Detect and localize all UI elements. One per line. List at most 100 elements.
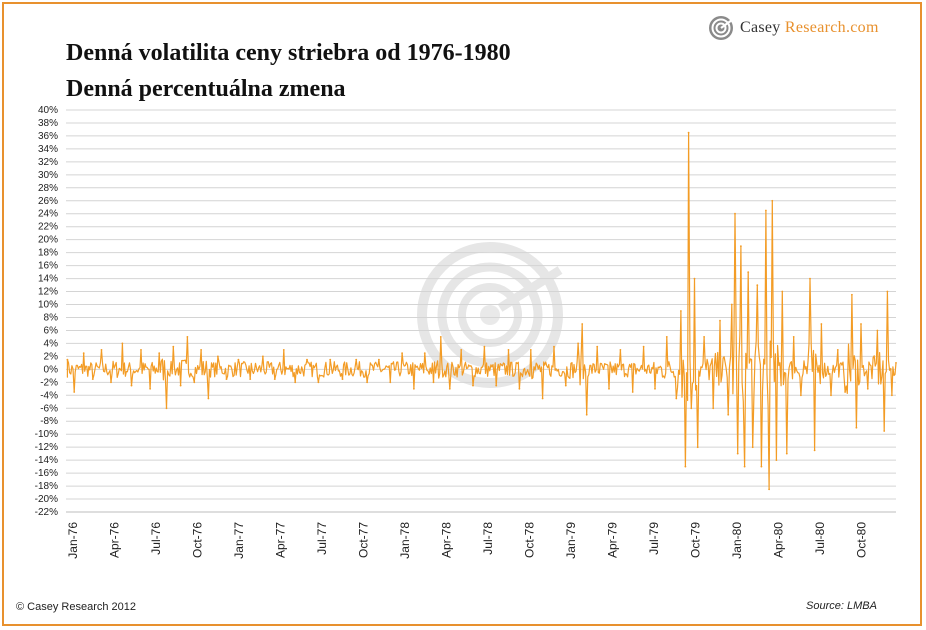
- series-point: [775, 459, 778, 461]
- series-point: [768, 488, 770, 491]
- y-tick-label: 12%: [38, 287, 58, 298]
- y-tick-label: 26%: [38, 196, 58, 207]
- series-point: [507, 349, 510, 351]
- series-point: [472, 384, 474, 387]
- series-point: [608, 387, 610, 390]
- series-point: [781, 290, 784, 293]
- y-tick-label: 34%: [38, 144, 58, 155]
- y-tick-label: 22%: [38, 222, 58, 233]
- series-point: [830, 394, 832, 397]
- series-point: [495, 384, 498, 387]
- y-tick-label: 8%: [44, 312, 59, 323]
- y-tick-label: 10%: [38, 300, 58, 311]
- series-point: [237, 358, 240, 361]
- series-point: [886, 290, 889, 293]
- x-tick-label: Oct-79: [689, 522, 703, 558]
- series-point: [680, 310, 682, 312]
- series-point: [306, 358, 308, 361]
- series-point: [743, 465, 746, 468]
- x-tick-label: Apr-80: [772, 522, 786, 558]
- y-tick-label: 16%: [38, 261, 58, 272]
- y-tick-label: -8%: [40, 416, 58, 427]
- series-point: [727, 413, 730, 416]
- series-point: [883, 430, 886, 432]
- series-point: [585, 413, 588, 416]
- series-point: [460, 349, 463, 351]
- series-point: [703, 336, 705, 338]
- series-point: [756, 284, 759, 286]
- series-point: [581, 323, 584, 325]
- series-point: [439, 336, 442, 338]
- y-tick-label: 2%: [44, 351, 59, 362]
- x-tick-label: Jan-77: [232, 522, 246, 559]
- series-point: [564, 384, 567, 387]
- x-tick-label: Apr-78: [440, 522, 454, 558]
- logo-word-research: Research.com: [780, 19, 879, 36]
- x-tick-label: Jul-78: [481, 522, 495, 555]
- series-point: [855, 426, 858, 429]
- series-point: [366, 381, 368, 384]
- series-point: [631, 391, 634, 393]
- series-point: [866, 387, 869, 390]
- series-point: [66, 358, 69, 361]
- x-tick-label: Jan-78: [398, 522, 412, 559]
- series-point: [225, 378, 228, 380]
- series-point: [401, 352, 403, 354]
- x-tick-label: Jan-76: [66, 522, 80, 559]
- series-point: [207, 397, 210, 400]
- series-point: [820, 323, 823, 325]
- series-point: [809, 277, 811, 280]
- series-point: [734, 212, 736, 215]
- series-point: [687, 131, 690, 134]
- series-point: [553, 345, 555, 348]
- casey-research-swirl-icon: [709, 16, 733, 40]
- series-point: [860, 323, 862, 325]
- series-point: [179, 384, 182, 387]
- series-point: [696, 446, 699, 449]
- series-point: [389, 381, 392, 384]
- y-tick-label: 0%: [44, 364, 59, 375]
- series-point: [317, 381, 320, 384]
- y-tick-label: 38%: [38, 118, 58, 129]
- x-tick-label: Apr-79: [606, 522, 620, 558]
- x-tick-label: Oct-78: [523, 522, 537, 558]
- series-point: [282, 349, 285, 351]
- y-tick-label: -14%: [35, 455, 58, 466]
- series-point: [273, 378, 276, 380]
- series-point: [73, 391, 76, 393]
- series-point: [193, 381, 196, 384]
- series-point: [751, 446, 754, 449]
- y-tick-label: 32%: [38, 157, 58, 168]
- series-point: [800, 394, 802, 397]
- series-point: [140, 349, 142, 351]
- series-point: [158, 352, 161, 354]
- series-line: [66, 132, 897, 490]
- x-axis-tick-labels: Jan-76 Apr-76 Jul-76 Oct-76 Jan-77 Apr-77 Jul-…: [66, 522, 869, 559]
- series-point: [355, 358, 358, 361]
- series-point: [876, 329, 879, 332]
- series-point: [249, 378, 252, 380]
- x-tick-label: Apr-77: [274, 522, 288, 558]
- casey-research-logo: Casey Research.com: [708, 14, 879, 42]
- logo-word-casey: Casey: [740, 19, 781, 36]
- series-point: [413, 387, 415, 390]
- series-point: [596, 345, 599, 348]
- series-point: [665, 336, 668, 338]
- y-tick-label: -16%: [35, 468, 58, 479]
- series-point: [217, 355, 219, 358]
- y-tick-label: 6%: [44, 325, 59, 336]
- series-point: [82, 352, 85, 354]
- series-point: [792, 336, 795, 338]
- series-point: [642, 345, 645, 348]
- series-point: [619, 349, 622, 351]
- copyright-text: © Casey Research 2012: [16, 601, 137, 613]
- series-layer: [66, 131, 897, 491]
- series-point: [100, 349, 103, 351]
- series-point: [91, 378, 94, 380]
- series-point: [518, 387, 521, 390]
- series-point: [693, 277, 696, 280]
- series-point: [121, 342, 124, 345]
- series-point: [836, 349, 839, 351]
- series-point: [448, 387, 451, 390]
